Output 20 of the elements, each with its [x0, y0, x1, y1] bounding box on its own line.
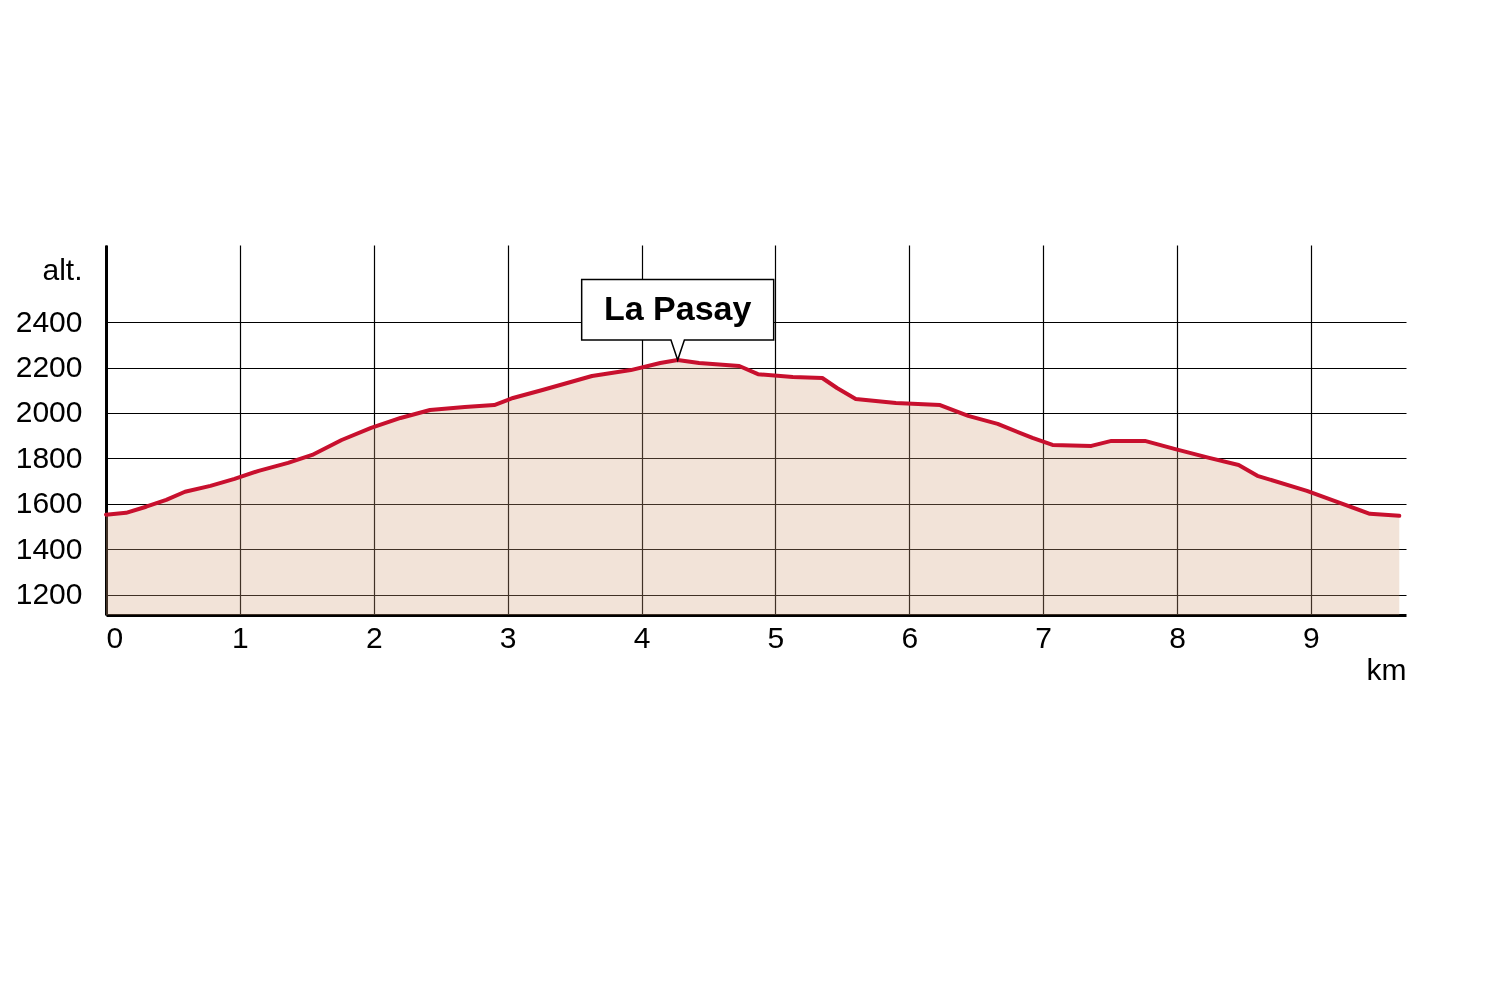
- y-tick-label: 1200: [15, 577, 83, 611]
- x-tick-label: 0: [106, 620, 124, 654]
- annotation: La Pasay: [603, 289, 752, 328]
- x-tick-label: 1: [232, 620, 249, 654]
- x-tick-label: 4: [633, 620, 651, 654]
- x-tick-label: 3: [499, 620, 517, 654]
- y-tick-label: 1600: [15, 486, 83, 520]
- y-tick-label: 2000: [15, 395, 83, 429]
- y-tick-label: 1400: [15, 531, 83, 565]
- y-tick-label: 2400: [15, 304, 83, 338]
- x-axis-title: km: [1366, 652, 1407, 686]
- x-tick-label: 6: [901, 620, 919, 654]
- x-tick-label: 2: [365, 620, 383, 654]
- y-tick-label: 2200: [15, 350, 83, 384]
- x-tick-label: 8: [1169, 620, 1186, 654]
- x-tick-label: 9: [1303, 620, 1320, 654]
- y-axis-title: alt.: [42, 252, 83, 286]
- x-tick-label: 7: [1035, 620, 1053, 654]
- x-tick-label: 5: [767, 620, 785, 654]
- y-tick-label: 1800: [15, 440, 83, 474]
